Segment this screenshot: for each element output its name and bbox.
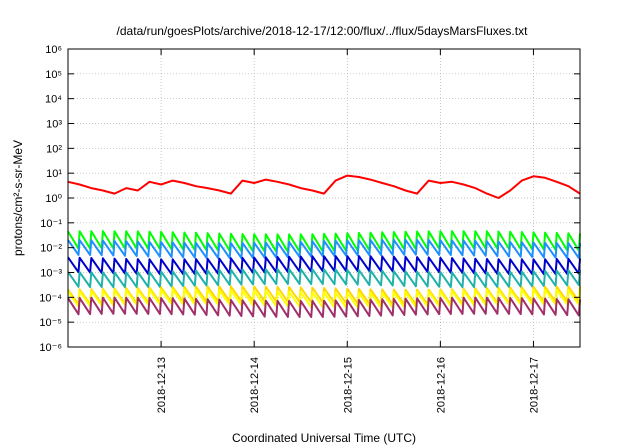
- series-line-2: [67, 238, 581, 259]
- x-tick-label: 2018-12-15: [342, 357, 354, 413]
- x-axis-label: Coordinated Universal Time (UTC): [232, 431, 416, 445]
- series-line-0: [67, 174, 581, 199]
- series-line-4: [67, 268, 581, 289]
- x-tick-label: 2018-12-14: [249, 357, 261, 413]
- series-line-7: [67, 296, 581, 318]
- y-tick-label: 10⁻⁵: [39, 317, 62, 329]
- y-tick-label: 10⁰: [45, 193, 62, 205]
- series-line-3: [67, 255, 581, 276]
- y-tick-label: 10¹: [46, 168, 62, 180]
- y-axis: 10⁻⁶ 10⁻⁵ 10⁻⁴ 10⁻³ 10⁻² 10⁻¹ 10⁰ 10¹ 10² 10³ 10⁴ 1…: [39, 44, 580, 354]
- chart-title: /data/run/goesPlots/archive/2018-12-17/1…: [117, 24, 529, 38]
- x-tick-label: 2018-12-13: [156, 357, 168, 413]
- y-tick-label: 10⁻³: [40, 268, 62, 280]
- y-tick-label: 10⁶: [45, 44, 62, 56]
- y-tick-label: 10⁻¹: [40, 218, 62, 230]
- y-tick-label: 10³: [46, 119, 62, 131]
- data-series: [67, 174, 581, 318]
- x-axis: 2018-12-13 2018-12-14 2018-12-15 2018-12-16…: [156, 49, 540, 413]
- y-axis-label: protons/cm²-s-sr-MeV: [11, 140, 25, 256]
- y-tick-label: 10⁻⁴: [39, 292, 62, 304]
- y-tick-label: 10⁻²: [40, 243, 62, 255]
- y-tick-label: 10⁴: [45, 94, 62, 106]
- x-tick-label: 2018-12-16: [435, 357, 447, 413]
- y-tick-label: 10⁵: [45, 69, 62, 81]
- y-tick-label: 10²: [46, 143, 62, 155]
- y-tick-label: 10⁻⁶: [39, 342, 62, 354]
- x-tick-label: 2018-12-17: [528, 357, 540, 413]
